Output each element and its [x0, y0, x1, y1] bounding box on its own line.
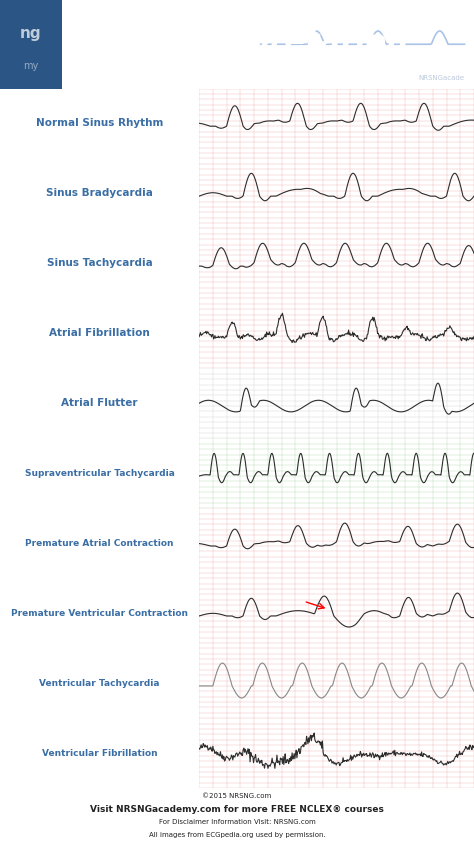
Text: ©2015 NRSNG.com: ©2015 NRSNG.com: [202, 793, 272, 799]
Text: Normal Sinus Rhythm: Normal Sinus Rhythm: [36, 119, 163, 128]
Text: Sinus Tachycardia: Sinus Tachycardia: [46, 259, 153, 268]
Text: Premature Ventricular Contraction: Premature Ventricular Contraction: [11, 609, 188, 618]
Text: Sinus Bradycardia: Sinus Bradycardia: [46, 189, 153, 198]
Text: NRSNGacade: NRSNGacade: [419, 75, 465, 82]
Text: Premature Atrial Contraction: Premature Atrial Contraction: [25, 539, 174, 548]
Text: Ventricular Tachycardia: Ventricular Tachycardia: [39, 679, 160, 688]
Text: my: my: [23, 62, 38, 72]
Text: Atrial Fibrillation: Atrial Fibrillation: [49, 329, 150, 338]
Text: All images from ECGpedia.org used by permission.: All images from ECGpedia.org used by per…: [149, 832, 325, 838]
Text: EKG Interpretation: EKG Interpretation: [84, 28, 409, 57]
Text: Ventricular Fibrillation: Ventricular Fibrillation: [42, 749, 157, 758]
Text: Supraventricular Tachycardia: Supraventricular Tachycardia: [25, 469, 174, 478]
Text: Atrial Flutter: Atrial Flutter: [61, 399, 138, 408]
Text: For Disclaimer Information Visit: NRSNG.com: For Disclaimer Information Visit: NRSNG.…: [159, 819, 315, 825]
FancyBboxPatch shape: [0, 0, 62, 89]
Text: ng: ng: [20, 26, 42, 41]
Text: Visit NRSNGacademy.com for more FREE NCLEX® courses: Visit NRSNGacademy.com for more FREE NCL…: [90, 804, 384, 813]
